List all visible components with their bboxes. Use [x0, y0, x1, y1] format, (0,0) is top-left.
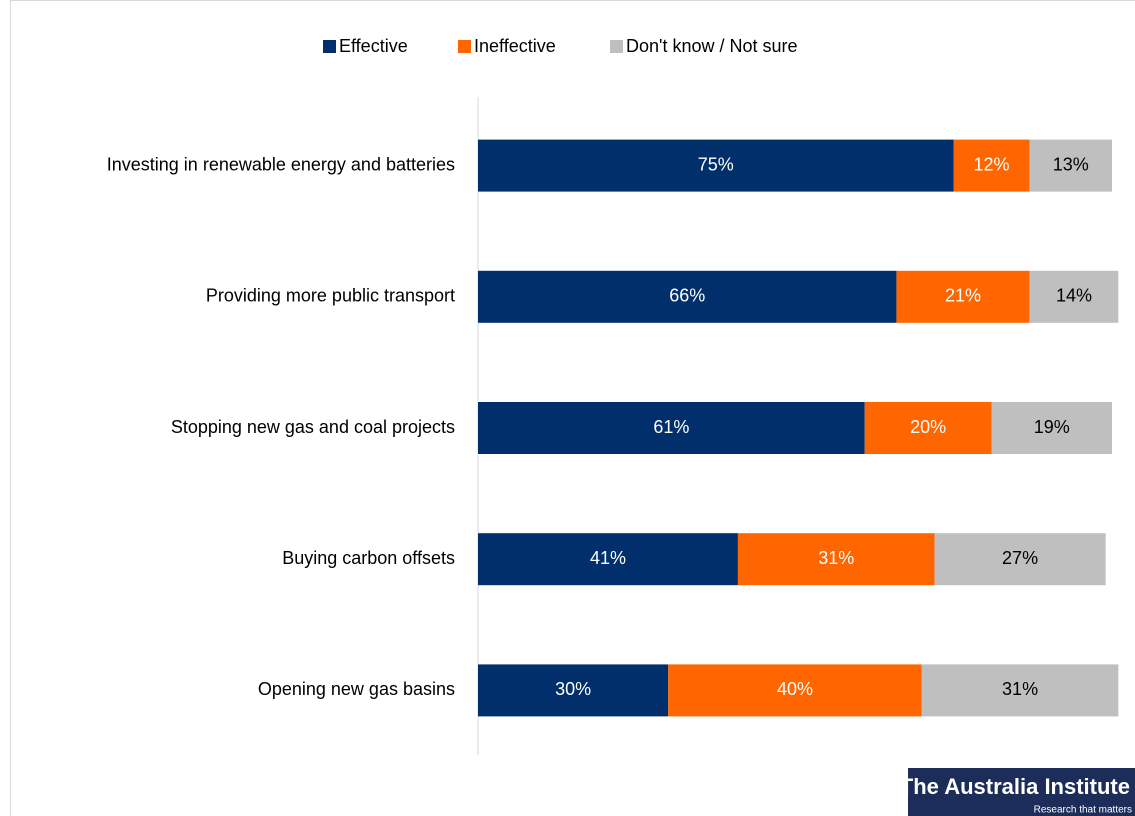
data-label: 19%: [1034, 417, 1070, 437]
legend-label: Ineffective: [474, 36, 556, 56]
data-label: 66%: [669, 286, 705, 306]
data-label: 31%: [1002, 679, 1038, 699]
data-label: 75%: [698, 154, 734, 174]
bar-segment: [991, 402, 1112, 454]
legend-swatch: [323, 40, 336, 53]
legend-label: Effective: [339, 36, 408, 56]
logo: The Australia Institute Research that ma…: [900, 768, 1135, 816]
data-label: 27%: [1002, 548, 1038, 568]
logo-title: The Australia Institute: [900, 774, 1130, 799]
data-label: 21%: [945, 286, 981, 306]
data-label: 40%: [777, 679, 813, 699]
data-label: 13%: [1053, 154, 1089, 174]
data-label: 14%: [1056, 286, 1092, 306]
bar-segment: [1029, 270, 1119, 323]
bar-segment: [478, 139, 954, 192]
data-label: 12%: [974, 154, 1010, 174]
bar-segment: [478, 533, 738, 586]
legend-label: Don't know / Not sure: [626, 36, 798, 56]
legend-swatch: [610, 40, 623, 53]
category-label: Investing in renewable energy and batter…: [107, 154, 455, 174]
bar-segment: [668, 664, 922, 717]
bar-segment: [478, 270, 897, 323]
category-label: Buying carbon offsets: [282, 548, 455, 568]
data-label: 31%: [818, 548, 854, 568]
data-label: 30%: [555, 679, 591, 699]
bar-segment: [864, 402, 992, 454]
category-label: Opening new gas basins: [258, 679, 455, 699]
chart-border: [10, 0, 1135, 816]
data-label: 20%: [910, 417, 946, 437]
bar-segment: [737, 533, 935, 586]
bar-segment: [478, 664, 669, 717]
bar-segment: [921, 664, 1119, 717]
bar-segment: [896, 270, 1030, 323]
logo-tagline: Research that matters: [1034, 805, 1132, 816]
data-label: 41%: [590, 548, 626, 568]
bar-segment: [953, 139, 1030, 192]
logo-box: [908, 768, 1135, 816]
category-label: Providing more public transport: [206, 286, 455, 306]
bar-segment: [934, 533, 1106, 586]
data-label: 61%: [653, 417, 689, 437]
bar-segment: [1029, 139, 1112, 192]
legend-swatch: [458, 40, 471, 53]
bar-segment: [478, 402, 865, 454]
category-label: Stopping new gas and coal projects: [171, 417, 455, 437]
